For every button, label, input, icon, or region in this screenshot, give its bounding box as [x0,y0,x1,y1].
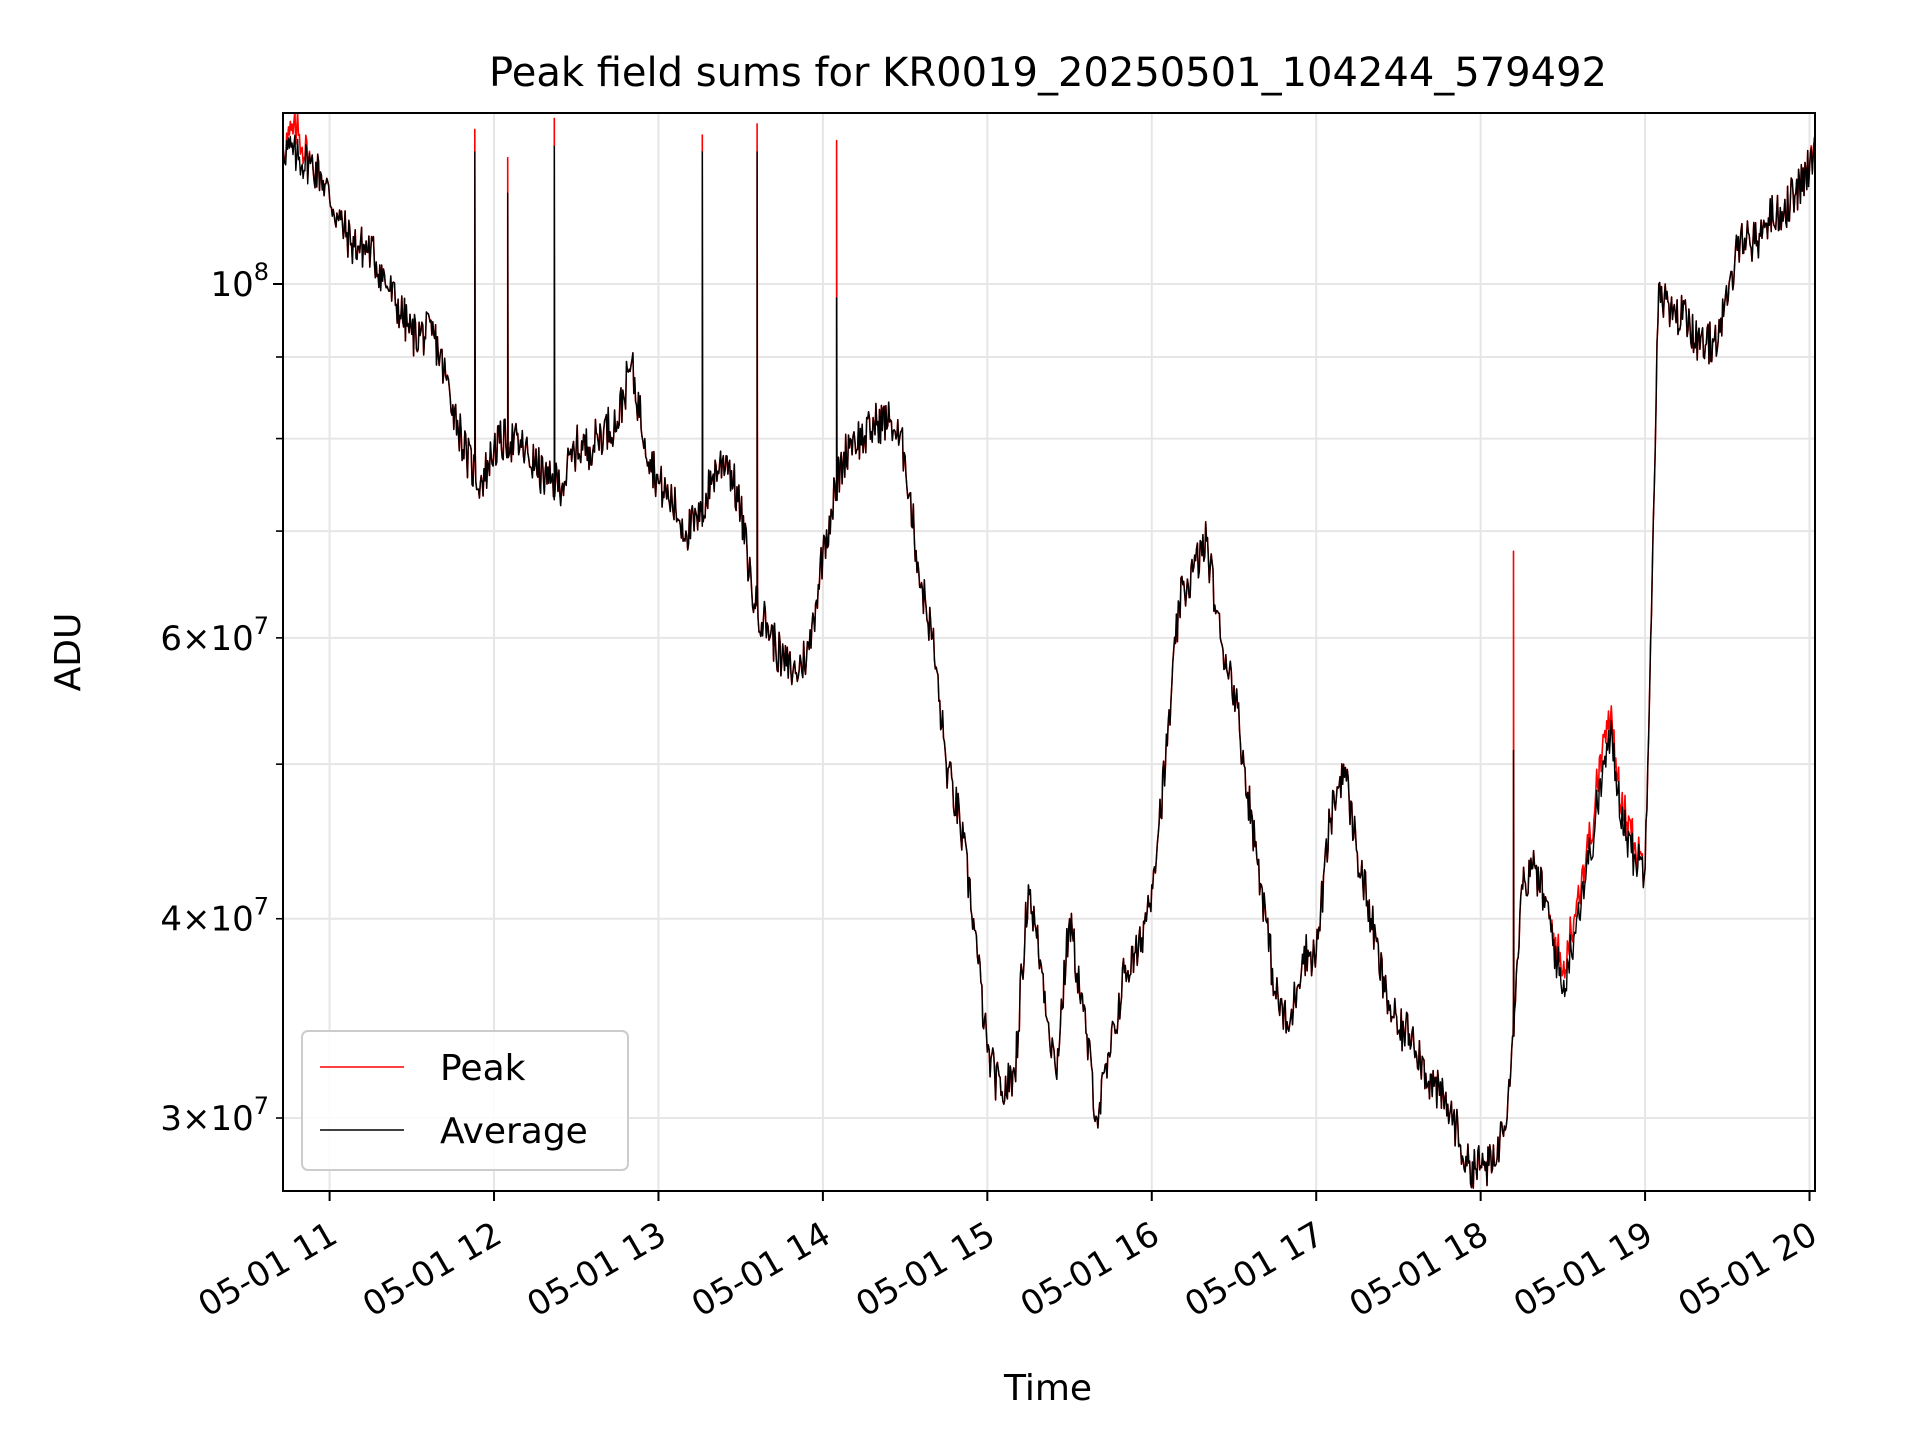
x-tick-label: 05-01 16 [1014,1214,1166,1325]
y-tick-label: 108 [210,258,269,305]
y-axis-label: ADU [48,613,89,692]
y-tick-label: 4×107 [160,893,269,940]
y-axis-ticks: 3×107 4×107 6×107 108 [160,258,283,1139]
x-tick-label: 05-01 13 [521,1214,673,1325]
x-tick-label: 05-01 12 [356,1214,508,1325]
plot-frame [282,112,1816,1192]
x-tick-label: 05-01 20 [1672,1214,1824,1325]
chart-title: Peak field sums for KR0019_20250501_1042… [489,50,1607,96]
x-tick-label: 05-01 19 [1507,1214,1659,1325]
legend-label-peak: Peak [440,1048,526,1089]
x-axis-ticks: 05-01 11 05-01 12 05-01 13 05-01 14 05-01 15… [192,1191,1824,1325]
x-tick-label: 05-01 11 [192,1214,344,1325]
x-tick-label: 05-01 18 [1343,1214,1495,1325]
plot-lines [283,113,1815,1189]
x-tick-label: 05-01 15 [849,1214,1001,1325]
legend-label-average: Average [440,1111,588,1152]
legend-box [301,1030,629,1171]
y-tick-label: 6×107 [160,612,269,659]
series-line-average [283,134,1815,1189]
x-tick-label: 05-01 17 [1178,1214,1330,1325]
x-tick-label: 05-01 14 [685,1214,837,1325]
x-axis-label: Time [1003,1368,1092,1409]
y-tick-label: 3×107 [160,1092,269,1139]
legend: Peak Average [301,1030,629,1171]
